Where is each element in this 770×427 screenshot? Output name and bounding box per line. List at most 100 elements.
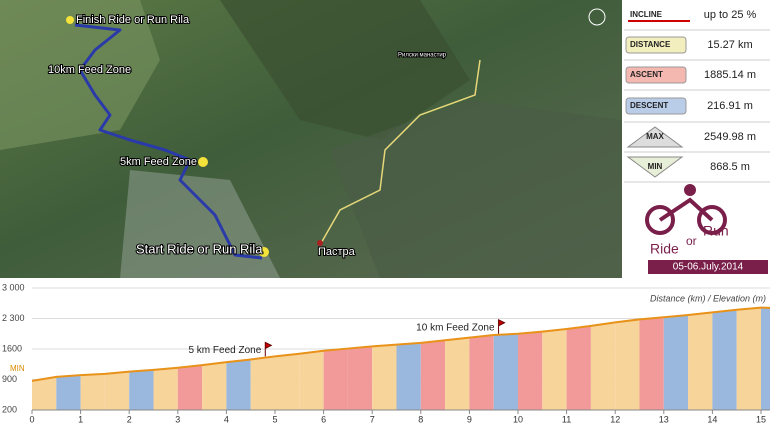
logo-date-bg: [648, 260, 768, 274]
logo-frame: [658, 197, 714, 222]
elevation-band: [420, 340, 446, 410]
logo-wheel: [645, 205, 675, 235]
stat-value: 1885.14 m: [704, 69, 756, 81]
pin: [66, 16, 74, 24]
elevation-band: [469, 335, 494, 410]
stat-badge: [625, 36, 687, 54]
stat-label: ASCENT: [630, 70, 663, 79]
logo-head: [684, 184, 696, 196]
stat-badge: [625, 97, 687, 115]
elevation-band: [129, 369, 154, 410]
elevation-band: [80, 373, 105, 410]
stat-label: INCLINE: [630, 10, 663, 19]
x-tick-label: 9: [467, 414, 472, 424]
elevation-band: [226, 359, 251, 410]
map-label: Пастра: [318, 246, 356, 258]
y-tick-label: 1600: [2, 343, 22, 353]
terrain: [330, 100, 622, 278]
map-label: 5km Feed Zone: [120, 156, 197, 168]
x-tick-label: 6: [321, 414, 326, 424]
y-tick-label: 2 300: [2, 313, 25, 323]
map-label: Рилски манастир: [398, 53, 447, 59]
elevation-band: [712, 309, 737, 410]
logo-date: 05-06.July.2014: [673, 262, 744, 273]
x-tick-label: 7: [370, 414, 375, 424]
x-tick-label: 3: [175, 414, 180, 424]
stat-label: DISTANCE: [630, 40, 671, 49]
stat-badge: [626, 7, 686, 23]
logo-word: or: [686, 234, 697, 248]
flag: [264, 341, 273, 357]
x-tick-label: 15: [756, 414, 766, 424]
x-tick-label: 12: [610, 414, 620, 424]
map-label: Finish Ride or Run Rila: [76, 14, 190, 26]
elevation-band: [104, 371, 130, 410]
elevation-band: [250, 356, 275, 410]
stat-value: 2549.98 m: [704, 131, 756, 143]
elevation-line: [31, 306, 770, 382]
elevation-band: [323, 348, 348, 410]
route: [74, 23, 263, 260]
x-tick-label: 14: [707, 414, 717, 424]
stat-label: DESCENT: [630, 101, 668, 110]
road: [319, 59, 481, 246]
elevation-band: [56, 375, 81, 410]
stat-badge: [626, 156, 684, 178]
elevation-band: [275, 353, 300, 410]
elevation-band: [299, 350, 324, 410]
stat-value: 868.5 m: [710, 161, 750, 173]
x-tick-label: 10: [513, 414, 523, 424]
x-tick-label: 0: [29, 414, 34, 424]
logo-wheel: [697, 205, 727, 235]
annotation: MIN: [10, 364, 25, 373]
pin: [317, 240, 323, 246]
elevation-band: [590, 322, 616, 410]
pin: [198, 157, 208, 167]
stat-label: MIN: [648, 162, 663, 171]
annotation: 5 km Feed Zone: [188, 345, 261, 356]
elevation-band: [202, 362, 227, 410]
elevation-band: [688, 312, 713, 410]
elevation-band: [445, 337, 470, 410]
x-tick-label: 13: [659, 414, 669, 424]
terrain: [220, 0, 470, 140]
elevation-band: [761, 307, 770, 410]
elevation-band: [542, 328, 567, 410]
logo: Ride or Run 05-06.July.2014: [645, 184, 768, 274]
elevation-band: [736, 307, 761, 410]
stat-value: up to 25 %: [704, 9, 757, 21]
elevation-band: [396, 342, 421, 410]
elevation-band: [347, 346, 373, 410]
elevation-band: [153, 367, 178, 410]
terrain: [0, 0, 160, 150]
map-label: Start Ride or Run Rila: [136, 241, 263, 256]
elevation-band: [639, 317, 664, 410]
x-tick-label: 2: [127, 414, 132, 424]
elevation-band: [493, 333, 518, 410]
x-tick-label: 11: [562, 414, 571, 424]
terrain: [120, 170, 280, 278]
stat-value: 216.91 m: [707, 100, 753, 112]
elevation-band: [372, 344, 397, 410]
flag: [498, 318, 506, 334]
elevation-band: [663, 315, 689, 410]
compass[interactable]: [588, 8, 606, 26]
elevation-band: [615, 319, 640, 410]
y-tick-label: 200: [2, 404, 17, 414]
elevation-band: [177, 365, 203, 410]
x-tick-label: 1: [78, 414, 83, 424]
annotation: 10 km Feed Zone: [416, 322, 495, 333]
y-tick-label: 900: [2, 374, 17, 384]
map: Finish Ride or Run Rila 10km Feed Zone 5…: [0, 0, 622, 278]
x-tick-label: 5: [272, 414, 277, 424]
stat-value: 15.27 km: [707, 39, 752, 51]
map-label: 10km Feed Zone: [48, 64, 131, 76]
logo-word: Run: [703, 223, 729, 239]
elevation-band: [566, 325, 591, 410]
x-tick-label: 8: [418, 414, 423, 424]
logo-word: Ride: [650, 241, 679, 257]
stats: INCLINE up to 25 % DISTANCE 15.27 km ASCENT 1…: [624, 7, 770, 183]
elevation-band: [32, 376, 57, 410]
